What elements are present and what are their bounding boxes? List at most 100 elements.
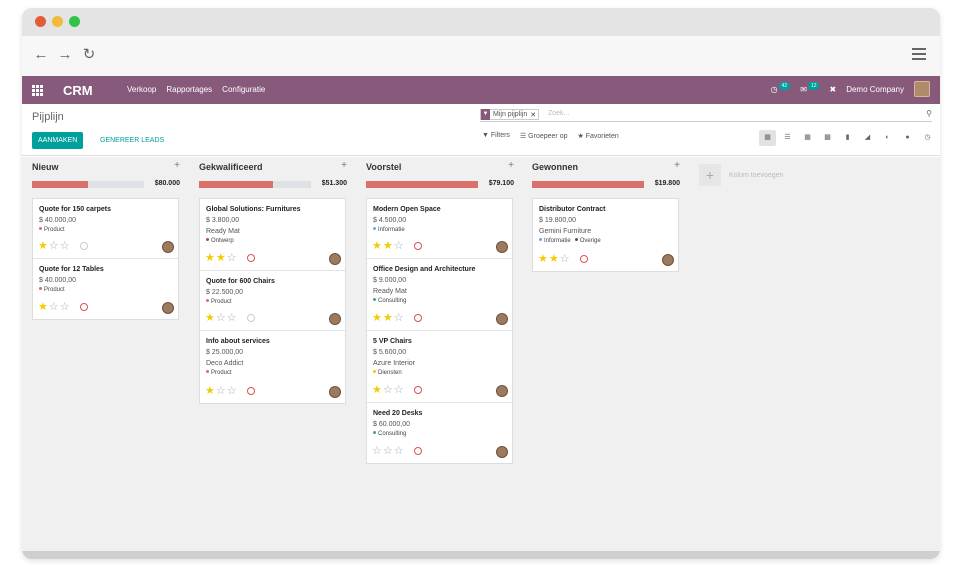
star-filled-icon[interactable]: ★ xyxy=(382,312,393,324)
kanban-card[interactable]: Need 20 Desks $ 60.000,00 Consulting ☆ ☆ ☆ xyxy=(367,403,512,463)
priority-stars[interactable]: ★ ★ ☆ xyxy=(205,253,237,264)
star-filled-icon[interactable]: ★ xyxy=(215,252,226,264)
priority-stars[interactable]: ★ ☆ ☆ xyxy=(38,241,70,252)
create-button[interactable]: AANMAKEN xyxy=(32,132,84,149)
pivot-view-icon[interactable]: ▩ xyxy=(824,134,831,141)
search-input[interactable]: Zoek... xyxy=(548,110,570,117)
filters-button[interactable]: ▼ Filters xyxy=(482,132,510,139)
star-empty-icon[interactable]: ☆ xyxy=(393,384,404,396)
column-header[interactable]: Gewonnen + xyxy=(532,157,682,179)
kanban-card[interactable]: Quote for 150 carpets $ 40.000,00 Product ★… xyxy=(33,199,178,259)
search-icon[interactable]: ⚲ xyxy=(926,109,932,118)
quick-create-icon[interactable]: + xyxy=(341,160,347,171)
star-empty-icon[interactable]: ☆ xyxy=(48,301,59,313)
kanban-view-icon[interactable]: ▦ xyxy=(759,130,776,146)
quick-create-icon[interactable]: + xyxy=(174,160,180,171)
star-filled-icon[interactable]: ★ xyxy=(548,253,559,265)
messages-button[interactable]: ✉ 12 xyxy=(800,82,820,94)
star-empty-icon[interactable]: ☆ xyxy=(393,312,404,324)
quick-create-icon[interactable]: + xyxy=(674,160,680,171)
dashboard-view-icon[interactable]: ◐ xyxy=(885,134,890,141)
favorites-button[interactable]: ★ Favorieten xyxy=(577,133,619,140)
star-empty-icon[interactable]: ☆ xyxy=(393,240,404,252)
star-filled-icon[interactable]: ★ xyxy=(38,240,48,252)
priority-stars[interactable]: ★ ★ ☆ xyxy=(372,241,404,252)
hamburger-menu-icon[interactable] xyxy=(912,48,926,63)
priority-stars[interactable]: ★ ☆ ☆ xyxy=(205,313,237,324)
star-empty-icon[interactable]: ☆ xyxy=(59,240,70,252)
quick-create-icon[interactable]: + xyxy=(508,160,514,171)
kanban-card[interactable]: Modern Open Space $ 4.500,00 Informatie ★ ★ ☆ xyxy=(367,199,512,259)
priority-stars[interactable]: ★ ★ ☆ xyxy=(372,313,404,324)
column-header[interactable]: Nieuw + xyxy=(32,157,182,179)
activities-button[interactable]: ◷ 42 xyxy=(771,82,791,94)
column-title[interactable]: Voorstel xyxy=(366,162,402,172)
priority-stars[interactable]: ★ ☆ ☆ xyxy=(205,386,237,397)
star-empty-icon[interactable]: ☆ xyxy=(226,252,237,264)
star-filled-icon[interactable]: ★ xyxy=(205,252,215,264)
kanban-card[interactable]: 5 VP Chairs $ 5.600,00 Azure Interior Diens… xyxy=(367,331,512,403)
list-view-icon[interactable]: ☰ xyxy=(784,134,791,141)
apps-grid-icon[interactable] xyxy=(32,85,43,96)
add-column-icon[interactable]: + xyxy=(699,164,721,186)
close-window-button[interactable] xyxy=(35,16,46,27)
activity-clock-icon[interactable] xyxy=(80,303,88,311)
activity-clock-icon[interactable] xyxy=(80,242,88,250)
minimize-window-button[interactable] xyxy=(52,16,63,27)
star-empty-icon[interactable]: ☆ xyxy=(48,240,59,252)
star-empty-icon[interactable]: ☆ xyxy=(393,445,404,457)
star-empty-icon[interactable]: ☆ xyxy=(59,301,70,313)
cohort-view-icon[interactable]: ◢ xyxy=(864,134,871,141)
menu-item-rapportages[interactable]: Rapportages xyxy=(166,85,213,94)
star-empty-icon[interactable]: ☆ xyxy=(226,312,237,324)
activity-clock-icon[interactable] xyxy=(414,242,422,250)
star-filled-icon[interactable]: ★ xyxy=(205,312,215,324)
priority-stars[interactable]: ★ ★ ☆ xyxy=(538,254,570,265)
search-bar[interactable]: ▼ Mijn pijplijn ✕ Zoek... ⚲ xyxy=(480,109,932,122)
star-filled-icon[interactable]: ★ xyxy=(382,240,393,252)
remove-facet-icon[interactable]: ✕ xyxy=(530,111,537,119)
app-brand[interactable]: CRM xyxy=(63,83,93,98)
column-header[interactable]: Gekwalificeerd + xyxy=(199,157,349,179)
star-filled-icon[interactable]: ★ xyxy=(38,301,48,313)
column-title[interactable]: Gekwalificeerd xyxy=(199,162,263,172)
menu-item-verkoop[interactable]: Verkoop xyxy=(127,85,157,94)
calendar-view-icon[interactable]: ▦ xyxy=(804,134,811,141)
star-filled-icon[interactable]: ★ xyxy=(538,253,548,265)
star-empty-icon[interactable]: ☆ xyxy=(372,445,382,457)
star-empty-icon[interactable]: ☆ xyxy=(215,312,226,324)
kanban-card[interactable]: Global Solutions: Furnitures $ 3.800,00 Re… xyxy=(200,199,345,271)
star-filled-icon[interactable]: ★ xyxy=(205,385,215,397)
column-progress-bar[interactable] xyxy=(366,181,478,188)
star-empty-icon[interactable]: ☆ xyxy=(382,445,393,457)
maximize-window-button[interactable] xyxy=(69,16,80,27)
activity-clock-icon[interactable] xyxy=(247,314,255,322)
activity-clock-icon[interactable] xyxy=(414,386,422,394)
kanban-card[interactable]: Info about services $ 25.000,00 Deco Addic… xyxy=(200,331,345,403)
star-empty-icon[interactable]: ☆ xyxy=(226,385,237,397)
star-empty-icon[interactable]: ☆ xyxy=(215,385,226,397)
graph-view-icon[interactable]: ▮ xyxy=(845,134,850,141)
activity-clock-icon[interactable] xyxy=(247,387,255,395)
column-header[interactable]: Voorstel + xyxy=(366,157,516,179)
generate-leads-button[interactable]: GENEREER LEADS xyxy=(100,137,165,144)
priority-stars[interactable]: ★ ☆ ☆ xyxy=(372,385,404,396)
activity-clock-icon[interactable] xyxy=(247,254,255,262)
activity-clock-icon[interactable] xyxy=(580,255,588,263)
menu-item-configuratie[interactable]: Configuratie xyxy=(222,85,266,94)
user-avatar[interactable] xyxy=(914,81,930,97)
reload-icon[interactable]: ↻ xyxy=(82,46,96,63)
column-progress-bar[interactable] xyxy=(199,181,311,188)
priority-stars[interactable]: ★ ☆ ☆ xyxy=(38,302,70,313)
star-filled-icon[interactable]: ★ xyxy=(372,312,382,324)
star-filled-icon[interactable]: ★ xyxy=(372,240,382,252)
star-empty-icon[interactable]: ☆ xyxy=(382,384,393,396)
add-column[interactable]: + Kolom toevoegen xyxy=(699,164,783,186)
priority-stars[interactable]: ☆ ☆ ☆ xyxy=(372,446,404,457)
kanban-card[interactable]: Quote for 600 Chairs $ 22.500,00 Product ★ ☆… xyxy=(200,271,345,331)
column-title[interactable]: Gewonnen xyxy=(532,162,579,172)
column-title[interactable]: Nieuw xyxy=(32,162,59,172)
star-empty-icon[interactable]: ☆ xyxy=(559,253,570,265)
activity-clock-icon[interactable] xyxy=(414,447,422,455)
debug-tools-icon[interactable]: ✖ xyxy=(829,84,837,94)
